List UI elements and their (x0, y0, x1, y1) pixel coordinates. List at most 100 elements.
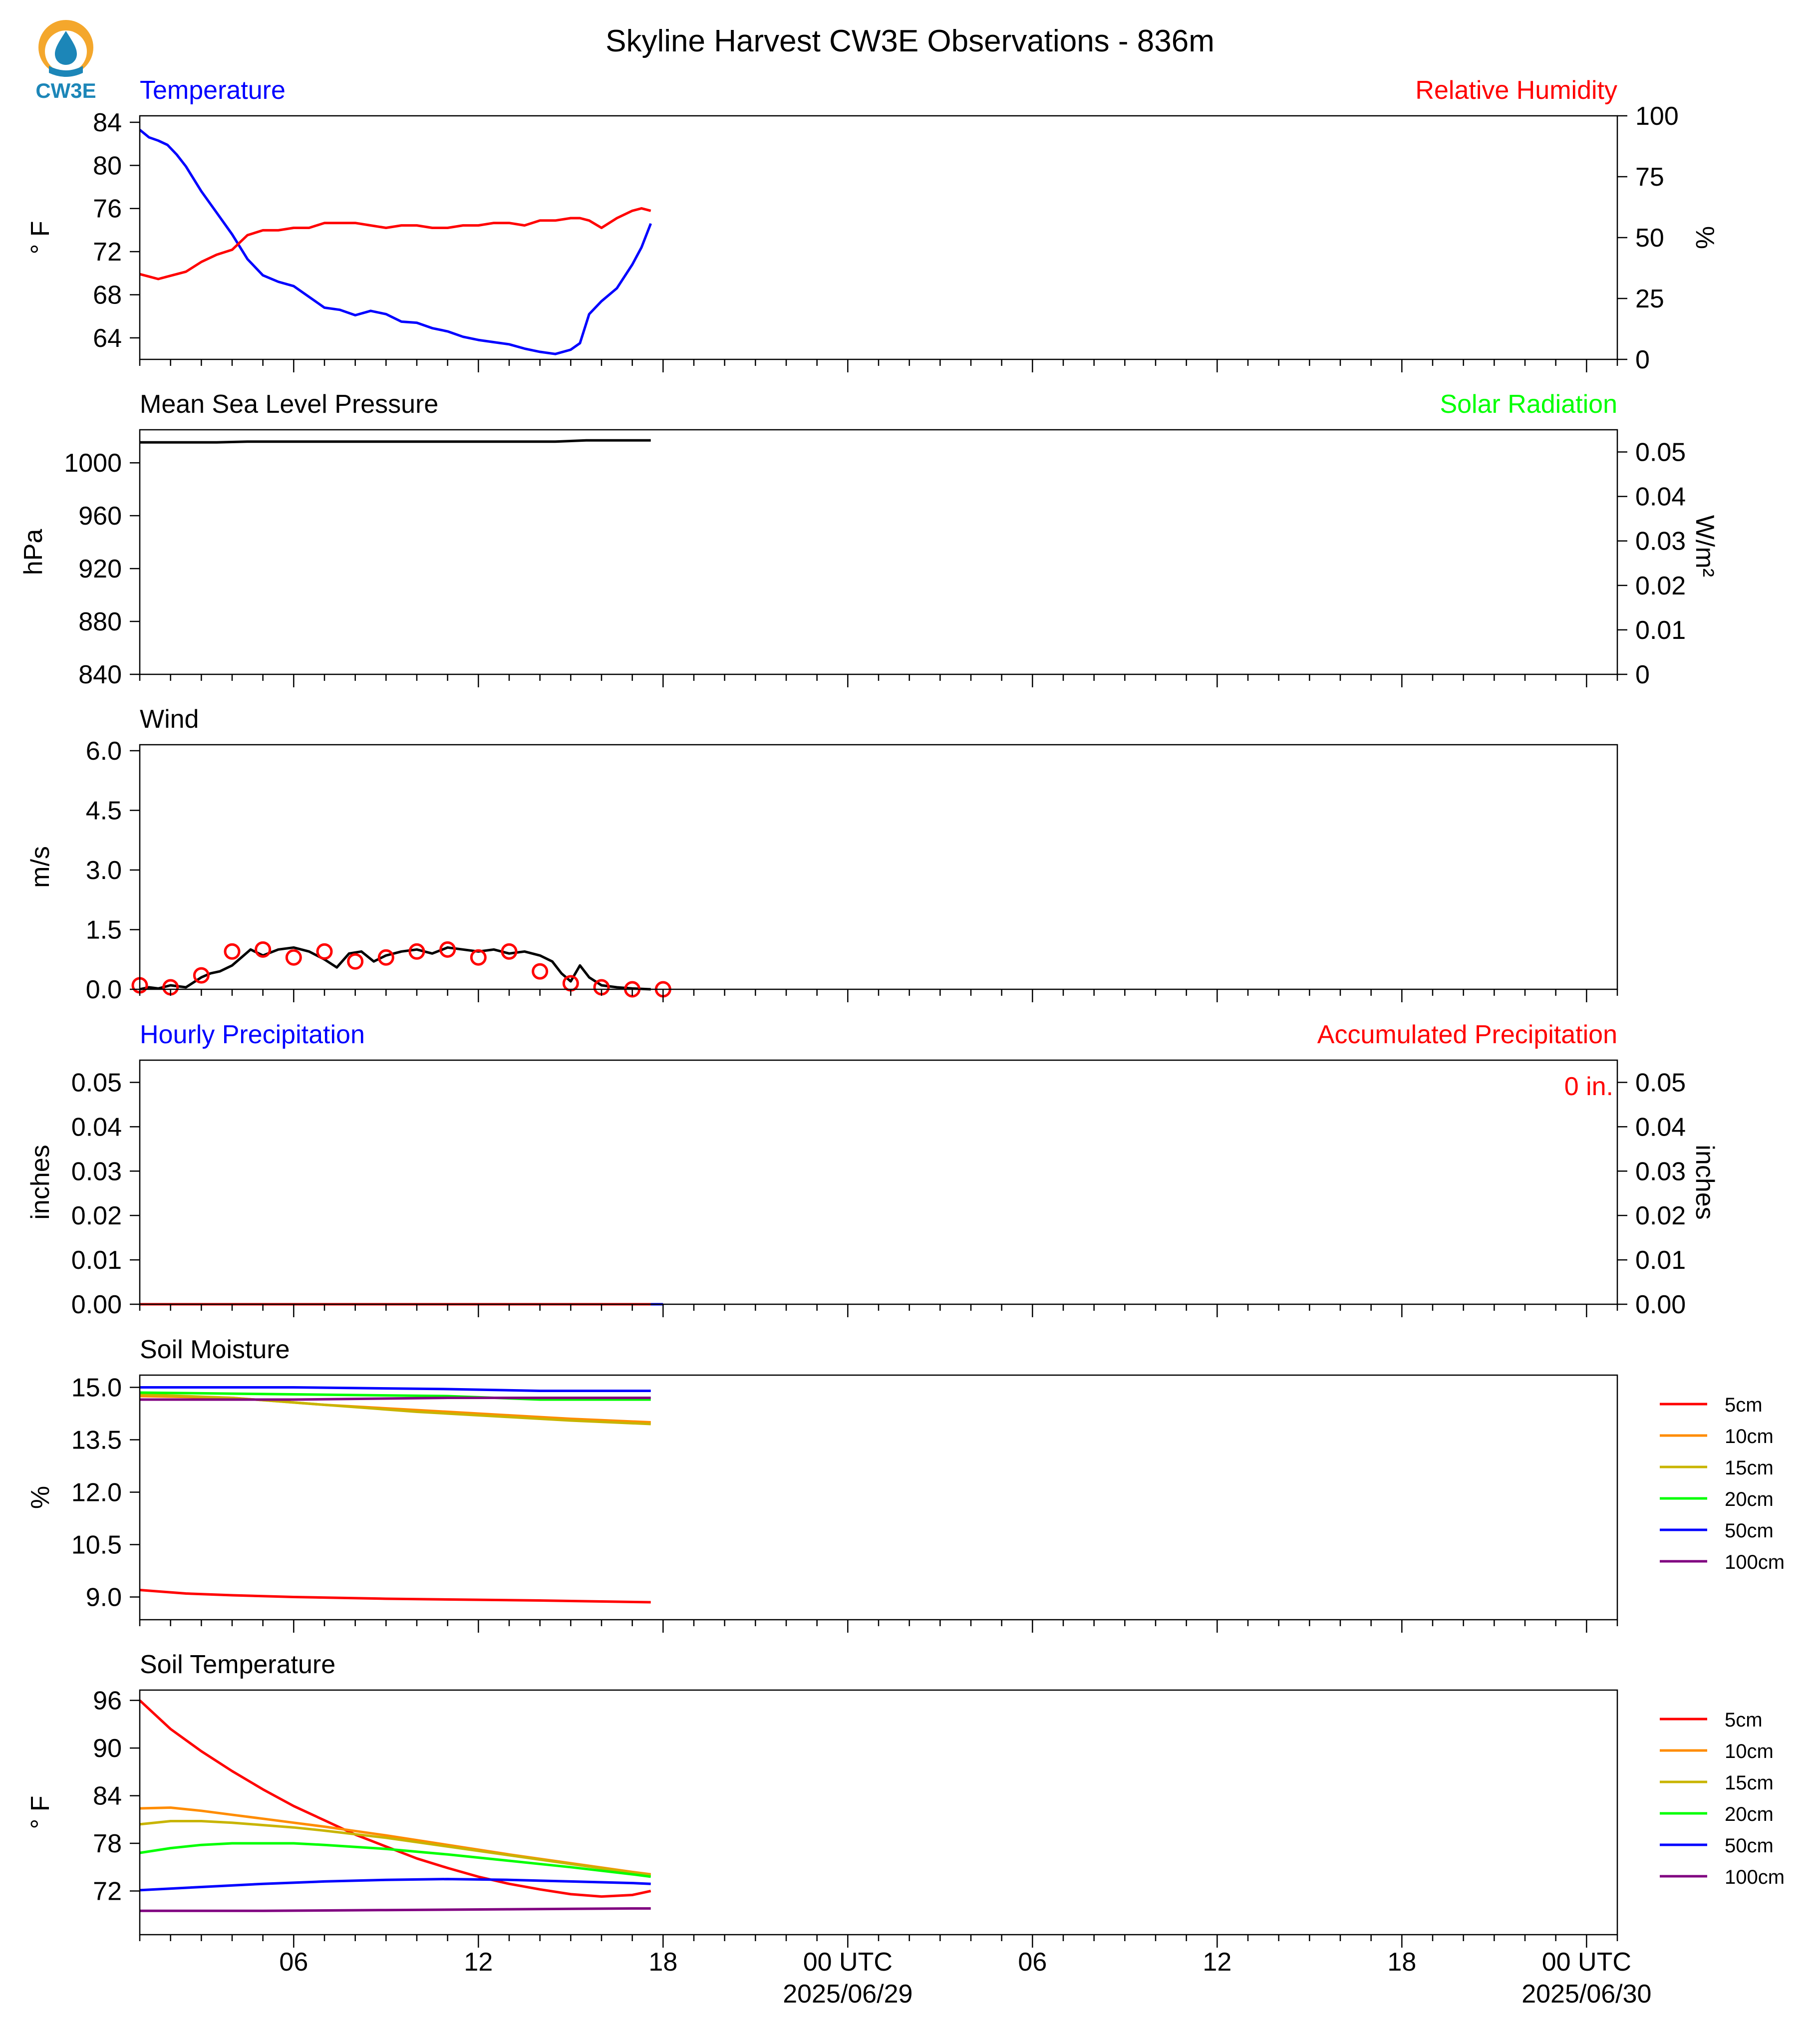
legend-entry: 15cm (1725, 1772, 1774, 1794)
legend-entry: 100cm (1725, 1551, 1785, 1573)
y-right-tick-label: 0.05 (1635, 438, 1686, 467)
panel-precipitation: 0.00 0.01 0.02 0.03 0.04 0.05 0.00 0.01 0.02 0.03… (26, 1020, 1719, 1319)
y-right-axis-label: % (1690, 226, 1719, 249)
series-line-5cm (139, 1699, 651, 1898)
wind-marker-point (285, 949, 302, 966)
legend-entry: 50cm (1725, 1520, 1774, 1542)
y-right-tick-label: 0.04 (1635, 1113, 1686, 1142)
panel-temperature-humidity: 64 68 72 76 80 84 0 25 50 75 100 Temperature Relativ… (26, 76, 1719, 374)
y-left-tick-label: 960 (78, 502, 122, 531)
wind-marker-point (193, 967, 210, 984)
series-line-20cm (139, 1391, 651, 1401)
y-right-tick-label: 0.00 (1635, 1290, 1686, 1319)
y-left-tick-label: 64 (93, 324, 122, 353)
y-right-tick-label: 0.03 (1635, 527, 1686, 556)
y-left-tick-label: 0.03 (71, 1157, 122, 1186)
y-left-tick-label: 920 (78, 555, 122, 583)
x-tick-label: 06 (1018, 1948, 1047, 1977)
x-tick-date-label: 2025/06/30 (1521, 1980, 1651, 2009)
y-left-tick-label: 4.5 (86, 796, 122, 825)
panel-title-left: Wind (140, 705, 199, 734)
y-left-tick-label: 72 (93, 1877, 122, 1906)
legend-entry: 5cm (1725, 1394, 1763, 1416)
y-left-tick-label: 9.0 (86, 1583, 122, 1612)
x-tick-label: 00 UTC (1542, 1948, 1631, 1977)
panel-pressure-solar: 840 880 920 960 1000 0 0.01 0.02 0.03 0.04 0.05 Mea… (19, 390, 1719, 689)
legend-entry: 15cm (1725, 1457, 1774, 1479)
y-left-tick-label: 15.0 (71, 1374, 122, 1403)
y-left-tick-label: 78 (93, 1829, 122, 1858)
legend-entry: 50cm (1725, 1835, 1774, 1857)
y-left-tick-label: 0.00 (71, 1290, 122, 1319)
legend-entry: 20cm (1725, 1488, 1774, 1510)
y-right-tick-label: 50 (1635, 224, 1664, 253)
wind-marker-point (532, 963, 549, 980)
y-left-tick-label: 72 (93, 238, 122, 267)
series-line-mean-sea-level-pressure (140, 439, 651, 444)
y-right-tick-label: 0 (1635, 345, 1650, 374)
y-left-tick-label: 3.0 (86, 856, 122, 885)
panel-title-left: Soil Temperature (140, 1650, 335, 1679)
wind-marker-point (316, 943, 333, 960)
panel-title-right: Relative Humidity (1415, 76, 1617, 105)
series-line-15cm (139, 1820, 651, 1877)
y-right-tick-label: 0.01 (1635, 616, 1686, 645)
logo-wave-icon (49, 66, 83, 77)
wind-marker-point (470, 949, 487, 966)
panel-title-left: Soil Moisture (140, 1335, 290, 1364)
y-left-tick-label: 6.0 (86, 737, 122, 766)
y-left-tick-label: 1.5 (86, 915, 122, 944)
y-right-tick-label: 0.05 (1635, 1068, 1686, 1097)
series-line-20cm (139, 1842, 651, 1878)
y-left-axis-label: m/s (26, 846, 55, 888)
panel-title-right: Solar Radiation (1440, 390, 1617, 419)
y-left-axis-label: ° F (26, 221, 55, 254)
series-line-50cm (139, 1878, 651, 1892)
x-tick-label: 06 (279, 1948, 308, 1977)
y-right-tick-label: 0.04 (1635, 483, 1686, 512)
y-left-tick-label: 0.0 (86, 975, 122, 1004)
y-left-tick-label: 0.05 (71, 1068, 122, 1097)
wind-marker-point (224, 943, 241, 960)
panel-title-left: Hourly Precipitation (140, 1020, 365, 1049)
panel-title-right: Accumulated Precipitation (1317, 1020, 1617, 1049)
y-left-tick-label: 1000 (64, 449, 122, 478)
panel-title-left: Temperature (140, 76, 286, 105)
y-left-tick-label: 84 (93, 1782, 122, 1811)
y-left-tick-label: 840 (78, 660, 122, 689)
figure-title: Skyline Harvest CW3E Observations - 836m (606, 24, 1214, 58)
y-left-tick-label: 0.01 (71, 1246, 122, 1275)
x-tick-label: 12 (1203, 1948, 1231, 1977)
y-left-tick-label: 84 (93, 108, 122, 137)
panel-soil-temperature: 72 78 84 90 96 Soil Temperature ° F 5cm 10cm 15cm… (26, 1650, 1785, 1948)
accumulated-total-label: 0 in. (1564, 1072, 1613, 1101)
y-right-axis-label: inches (1690, 1145, 1719, 1219)
panel-wind: 0.0 1.5 3.0 4.5 6.0 Wind m/s (26, 705, 1618, 1004)
x-tick-label: 18 (1387, 1948, 1416, 1977)
y-right-axis-label: W/m² (1690, 515, 1719, 577)
y-right-tick-label: 0.01 (1635, 1246, 1686, 1275)
y-left-axis-label: % (26, 1486, 55, 1509)
panel-soil-moisture: 9.0 10.5 12.0 13.5 15.0 Soil Moisture% 5cm 10cm… (26, 1335, 1785, 1633)
x-tick-label: 18 (648, 1948, 677, 1977)
legend-entry: 10cm (1725, 1740, 1774, 1762)
y-right-tick-label: 0.03 (1635, 1157, 1686, 1186)
x-axis-labels: 06 12 18 00 UTC 2025/06/29 06 12 18 00 UTC 2025/0… (279, 1948, 1651, 2009)
x-tick-label: 00 UTC (803, 1948, 893, 1977)
y-right-tick-label: 75 (1635, 163, 1664, 192)
series-line-temperature (139, 129, 652, 355)
wind-marker-point (377, 949, 394, 966)
y-left-tick-label: 68 (93, 281, 122, 309)
y-left-axis-label: hPa (19, 529, 48, 576)
legend-entry: 5cm (1725, 1709, 1763, 1731)
series-line-100cm (140, 1907, 651, 1912)
panel-title-left: Mean Sea Level Pressure (140, 390, 438, 419)
y-right-tick-label: 0.02 (1635, 1201, 1686, 1230)
y-left-tick-label: 76 (93, 195, 122, 224)
y-left-tick-label: 13.5 (71, 1426, 122, 1455)
y-right-tick-label: 0 (1635, 660, 1650, 689)
y-right-tick-label: 25 (1635, 285, 1664, 313)
y-left-tick-label: 80 (93, 151, 122, 180)
y-left-tick-label: 96 (93, 1687, 122, 1716)
